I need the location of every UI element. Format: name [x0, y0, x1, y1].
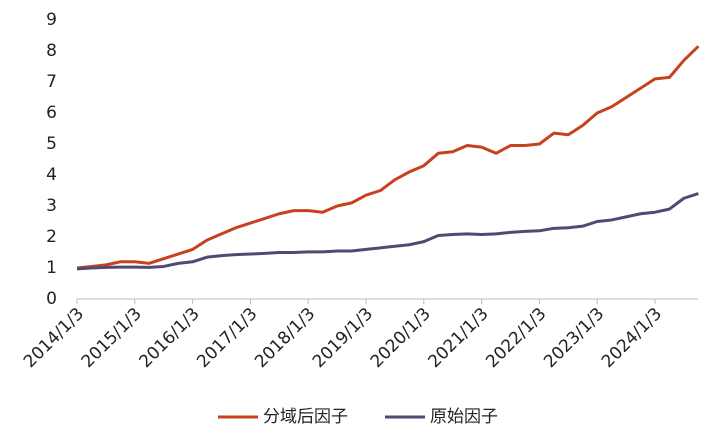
x-tick-label: 2018/1/3	[251, 304, 319, 372]
y-tick-label: 6	[46, 103, 57, 123]
x-tick-label: 2021/1/3	[425, 304, 493, 372]
x-tick-label: 2024/1/3	[598, 304, 666, 372]
x-tick-label: 2017/1/3	[193, 304, 261, 372]
y-tick-label: 1	[46, 258, 57, 278]
y-tick-label: 0	[46, 289, 57, 309]
x-tick-label: 2014/1/3	[20, 304, 88, 372]
y-tick-label: 3	[46, 196, 57, 216]
x-tick-label: 2020/1/3	[367, 304, 435, 372]
line-series	[76, 45, 700, 270]
y-tick-label: 8	[46, 41, 57, 61]
x-tick-label: 2016/1/3	[136, 304, 204, 372]
x-tick-label: 2022/1/3	[482, 304, 550, 372]
x-tick-label: 2019/1/3	[309, 304, 377, 372]
y-tick-label: 9	[46, 10, 57, 30]
x-tick-label: 2023/1/3	[540, 304, 608, 372]
y-tick-label: 5	[46, 134, 57, 154]
legend-label: 分域后因子	[263, 407, 348, 427]
x-tick-label: 2015/1/3	[78, 304, 146, 372]
y-tick-label: 4	[46, 165, 57, 185]
y-tick-label: 7	[46, 72, 57, 92]
y-tick-label: 2	[46, 227, 57, 247]
legend-label: 原始因子	[430, 407, 498, 427]
line-series	[76, 192, 699, 271]
